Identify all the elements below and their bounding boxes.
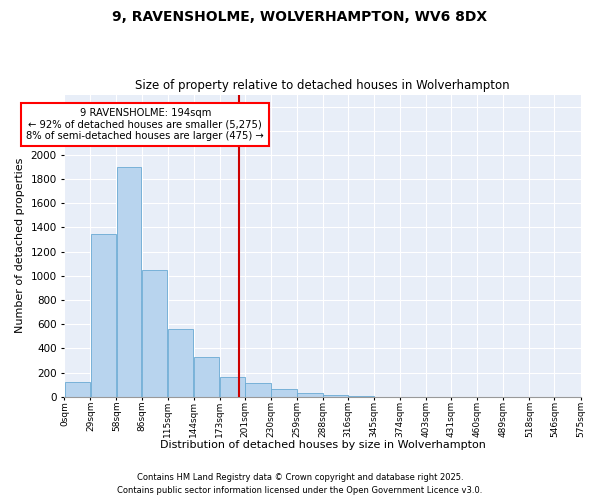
Text: 9 RAVENSHOLME: 194sqm
← 92% of detached houses are smaller (5,275)
8% of semi-de: 9 RAVENSHOLME: 194sqm ← 92% of detached … [26, 108, 264, 141]
Bar [168, 329, 193, 396]
Bar [245, 384, 271, 396]
Bar [297, 393, 323, 396]
Text: 9, RAVENSHOLME, WOLVERHAMPTON, WV6 8DX: 9, RAVENSHOLME, WOLVERHAMPTON, WV6 8DX [112, 10, 488, 24]
X-axis label: Distribution of detached houses by size in Wolverhampton: Distribution of detached houses by size … [160, 440, 485, 450]
Bar [194, 357, 220, 397]
Bar [142, 270, 167, 396]
Bar [65, 382, 90, 396]
Title: Size of property relative to detached houses in Wolverhampton: Size of property relative to detached ho… [135, 79, 510, 92]
Bar [117, 167, 142, 396]
Text: Contains public sector information licensed under the Open Government Licence v3: Contains public sector information licen… [118, 486, 482, 495]
Bar [220, 376, 245, 396]
Bar [271, 390, 296, 396]
Bar [91, 234, 116, 396]
Y-axis label: Number of detached properties: Number of detached properties [15, 158, 25, 334]
Text: Contains HM Land Registry data © Crown copyright and database right 2025.: Contains HM Land Registry data © Crown c… [137, 474, 463, 482]
